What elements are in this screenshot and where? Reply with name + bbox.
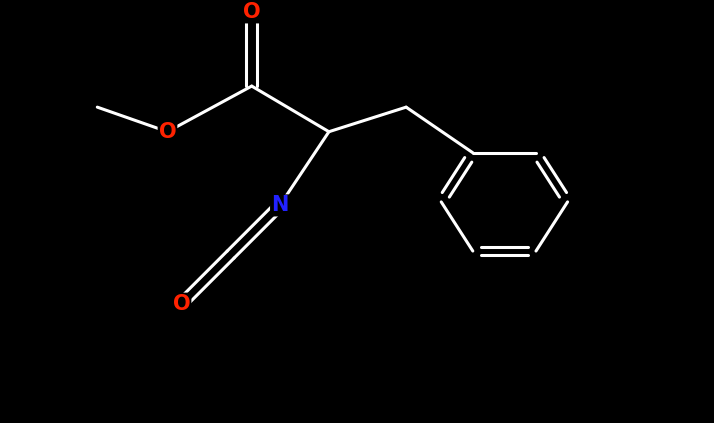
Text: O: O: [159, 122, 176, 142]
Text: O: O: [173, 294, 191, 314]
Text: N: N: [271, 195, 288, 215]
Text: O: O: [243, 3, 261, 22]
